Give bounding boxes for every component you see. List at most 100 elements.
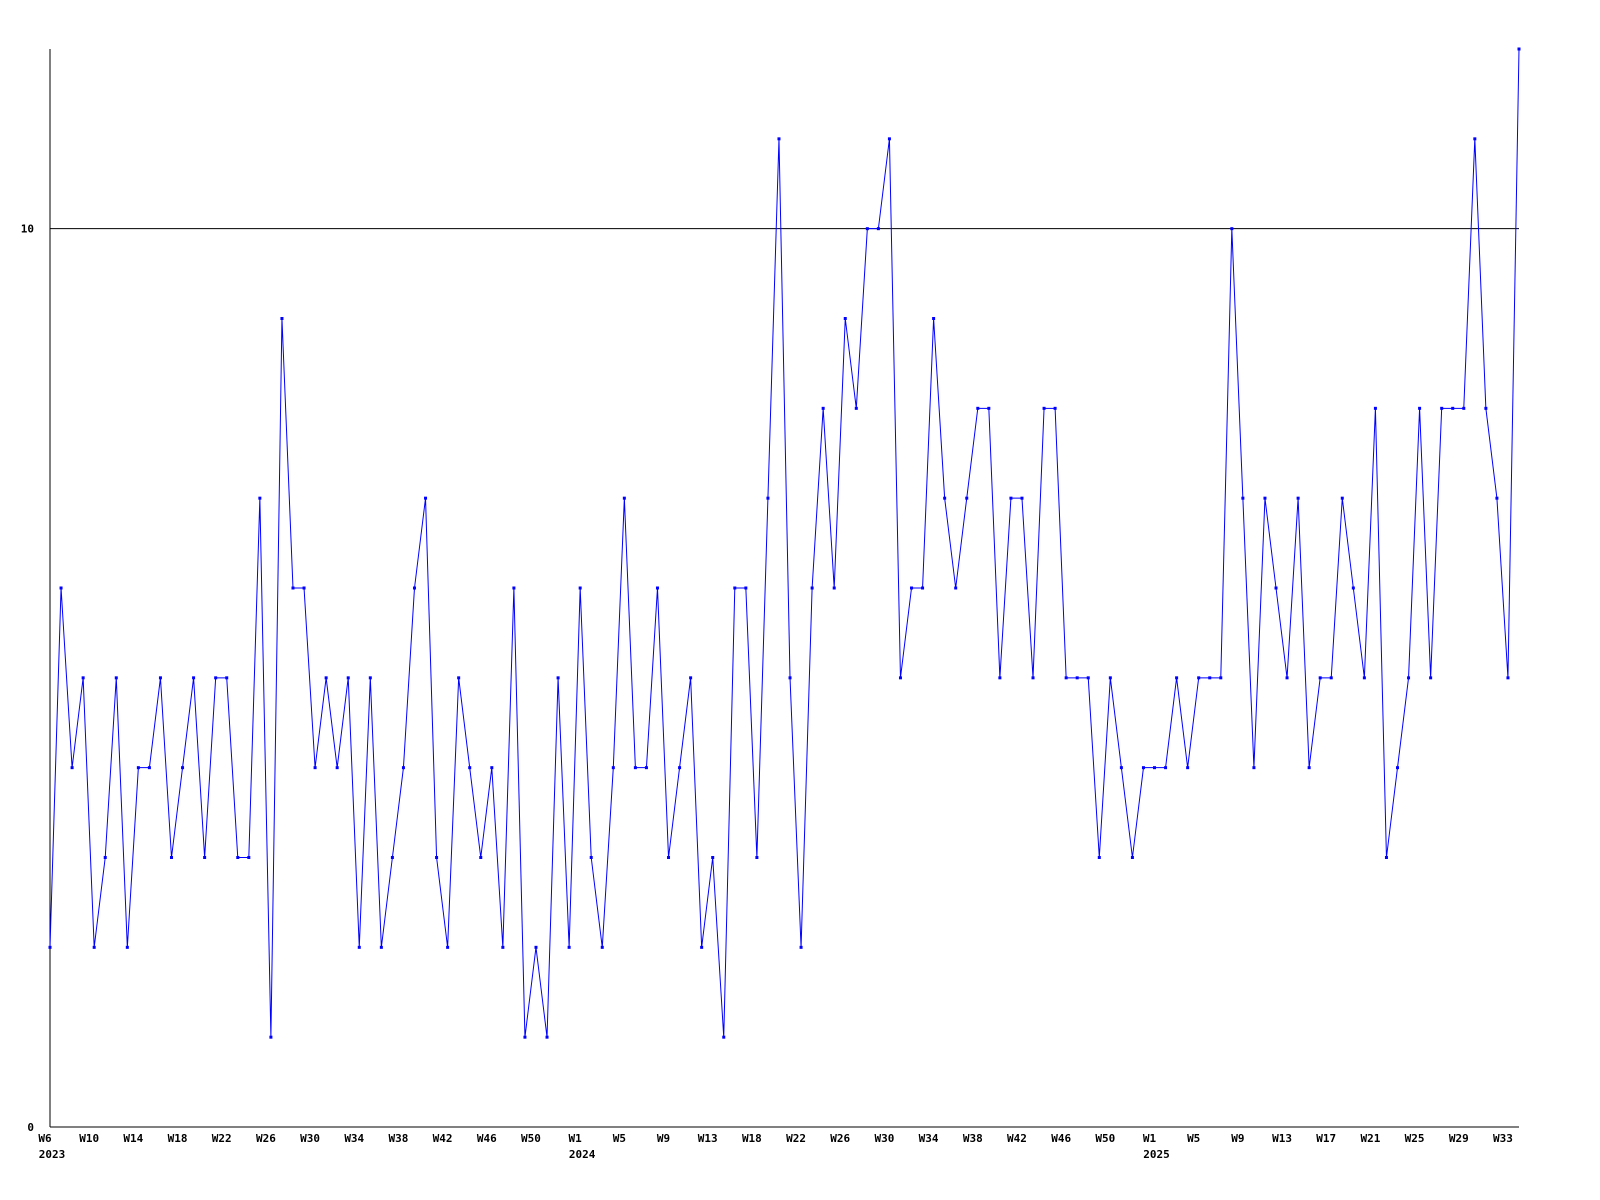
x-tick-label: W14 <box>123 1132 143 1145</box>
data-point <box>1440 406 1444 410</box>
x-tick-label: W18 <box>168 1132 188 1145</box>
x-tick-label: W38 <box>389 1132 409 1145</box>
x-tick-label: W46 <box>1051 1132 1071 1145</box>
data-point <box>1153 766 1157 770</box>
data-point <box>1473 137 1477 141</box>
data-point <box>667 856 671 859</box>
y-tick-label: 0 <box>27 1121 34 1134</box>
data-point <box>1097 856 1101 859</box>
data-point <box>1186 766 1190 770</box>
data-point <box>865 227 869 231</box>
x-tick-label: W42 <box>1007 1132 1027 1145</box>
data-point <box>1462 406 1466 410</box>
data-point <box>424 496 428 500</box>
data-point <box>379 945 383 949</box>
data-point <box>357 945 361 949</box>
data-point <box>556 676 560 680</box>
data-point <box>1230 227 1234 231</box>
data-point <box>523 1035 527 1039</box>
data-point <box>302 586 306 590</box>
data-point <box>722 1035 726 1039</box>
data-point <box>70 766 74 770</box>
data-point <box>1340 496 1344 500</box>
x-tick-label: W26 <box>256 1132 276 1145</box>
data-point <box>887 137 891 141</box>
data-point <box>335 766 339 770</box>
y-tick-label: 10 <box>21 223 34 236</box>
data-point <box>225 676 229 680</box>
data-point <box>954 586 958 590</box>
data-point <box>501 945 505 949</box>
data-point <box>1009 496 1013 500</box>
data-point <box>766 496 770 500</box>
data-point <box>854 406 858 410</box>
data-point <box>136 766 140 770</box>
x-tick-label: W22 <box>212 1132 232 1145</box>
x-tick-label: W17 <box>1316 1132 1336 1145</box>
data-point <box>435 856 439 859</box>
data-point <box>48 945 52 949</box>
data-point <box>103 856 107 859</box>
data-point <box>689 676 693 680</box>
data-point <box>700 945 704 949</box>
data-point <box>346 676 350 680</box>
data-point <box>1329 676 1333 680</box>
x-tick-label: W29 <box>1449 1132 1469 1145</box>
data-point <box>401 766 405 770</box>
data-point <box>1384 856 1388 859</box>
data-point <box>1517 47 1521 51</box>
data-point <box>921 586 925 590</box>
x-tick-label: W33 <box>1493 1132 1513 1145</box>
x-tick-label: W1 <box>569 1132 583 1145</box>
data-point <box>181 766 185 770</box>
data-point <box>1296 496 1300 500</box>
data-point <box>810 586 814 590</box>
data-point <box>313 766 317 770</box>
data-point <box>258 496 262 500</box>
x-tick-label: W25 <box>1405 1132 1425 1145</box>
data-point <box>622 496 626 500</box>
x-tick-label: W42 <box>433 1132 453 1145</box>
data-point <box>733 586 737 590</box>
data-point <box>1119 766 1123 770</box>
data-point <box>125 945 129 949</box>
x-tick-label: W6 <box>38 1132 52 1145</box>
data-point <box>600 945 604 949</box>
data-point <box>457 676 461 680</box>
data-point <box>799 945 803 949</box>
data-point <box>755 856 759 859</box>
data-point <box>1373 406 1377 410</box>
data-point <box>92 945 96 949</box>
data-point <box>1396 766 1400 770</box>
x-tick-label: W34 <box>344 1132 364 1145</box>
data-point <box>788 676 792 680</box>
data-point <box>932 317 936 320</box>
data-point <box>1053 406 1057 410</box>
data-point <box>512 586 516 590</box>
data-point <box>1362 676 1366 680</box>
x-tick-label: W5 <box>1187 1132 1200 1145</box>
data-point <box>987 406 991 410</box>
data-point <box>678 766 682 770</box>
data-point <box>1042 406 1046 410</box>
data-point <box>446 945 450 949</box>
data-point <box>479 856 483 859</box>
data-point <box>1197 676 1201 680</box>
data-line <box>49 48 1520 1038</box>
x-tick-label: W30 <box>874 1132 894 1145</box>
data-point <box>898 676 902 680</box>
data-point <box>1263 496 1267 500</box>
data-point <box>943 496 947 500</box>
data-point <box>490 766 494 770</box>
data-point <box>910 586 914 590</box>
x-group-label: 2025 <box>1143 1148 1170 1161</box>
data-point <box>1285 676 1289 680</box>
data-point <box>777 137 781 141</box>
x-tick-label: W21 <box>1360 1132 1380 1145</box>
data-point <box>1495 496 1499 500</box>
data-point <box>578 586 582 590</box>
data-point <box>236 856 240 859</box>
data-point <box>203 856 207 859</box>
